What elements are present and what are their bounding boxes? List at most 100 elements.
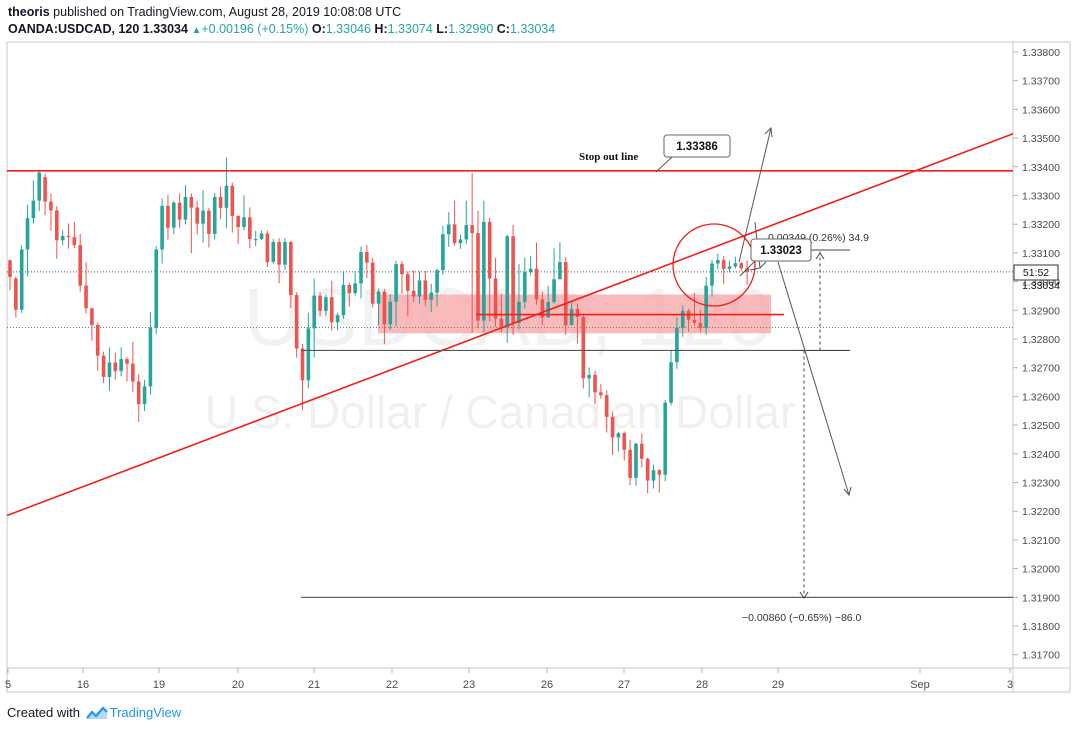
candle-body [230,185,235,216]
candle-body [72,237,77,246]
open-value: 1.33046 [325,22,371,36]
candle-body [60,235,65,241]
candle-body [628,449,632,478]
drawings: 0.00349 (0.26%) 34.9−0.00860 (−0.65%) −8… [6,126,1014,624]
candle-body [710,263,714,286]
price-tick-label: 1.32700 [1022,363,1060,375]
price-tick-label: 1.32500 [1022,420,1060,432]
candle-body [242,217,246,228]
projection-down-arrow [777,261,850,496]
time-tick-label: 19 [153,679,165,691]
footer: Created with TradingView [7,705,181,720]
candle-body [172,202,176,228]
candle-body [236,215,240,228]
candle-body [534,268,539,300]
candle-body [370,262,375,304]
candle-body [470,225,474,234]
chart-header: theoris published on TradingView.com, Au… [8,4,1068,40]
candle-body [604,395,609,417]
candle-body [312,295,316,329]
candle-body [476,233,480,321]
candle-body [739,263,744,269]
last-price: 1.33034 [142,22,188,36]
candle-body [593,374,597,393]
candle-body [417,280,422,297]
candle-body [663,402,667,475]
candle-body [464,225,469,240]
author-name[interactable]: theoris [8,5,50,19]
candle-body [458,239,463,244]
candle-body [218,196,223,208]
candle-body [14,278,18,310]
candle-body [283,241,287,265]
candlestick-series [8,157,749,494]
candle-body [382,291,387,325]
price-axis[interactable]: 1.33800 1.33700 1.33600 1.33500 1.33400 1.333… [1013,47,1060,662]
candle-body [154,249,159,328]
candle-body [675,327,679,363]
candle-body [435,270,439,293]
rising-trendline [6,133,1014,517]
price-tick-label: 1.31700 [1022,650,1060,662]
stop-callout-box [663,134,731,158]
time-tick-label: 29 [772,679,784,691]
candle-body [131,363,135,382]
candle-body [523,272,527,302]
tradingview-link[interactable]: TradingView [109,705,182,720]
price-tick-label: 1.33600 [1022,104,1060,116]
measure-up-arrowhead [815,252,825,260]
candle-body [294,295,299,349]
price-tick-label: 1.32400 [1022,449,1060,461]
time-tick-label: 28 [696,679,708,691]
candle-body [528,268,533,273]
candle-body [248,217,252,240]
time-axis[interactable]: 5 16 19 20 21 22 23 26 27 28 29 Sep 3 [5,668,1013,691]
candle-body [616,433,621,438]
candle-body [119,359,123,372]
candle-body [195,207,199,224]
candle-body [66,235,71,238]
candle-body [107,362,112,377]
measure-down-label: −0.00860 (−0.65%) −86.0 [742,612,862,624]
candle-body [95,324,100,356]
price-tick-label: 1.32800 [1022,334,1060,346]
price-tick-label: 1.33500 [1022,133,1060,145]
watermark-description: U.S. Dollar / Canadian Dollar [205,386,796,438]
candle-body [622,433,627,450]
candle-body [148,327,153,387]
time-tick-label: Sep [910,679,930,691]
candle-body [306,328,311,381]
candle-body [300,348,305,381]
symbol-label[interactable]: OANDA:USDCAD, 120 [8,22,140,36]
candle-body [212,196,217,234]
candle-body [376,291,381,304]
candle-body [406,274,410,291]
time-tick-label: 5 [5,679,11,691]
candle-body [113,362,118,372]
price-tick-label: 1.32600 [1022,391,1060,403]
price-change: +0.00196 (+0.15%) [201,22,309,36]
tradingview-logo-icon [85,706,108,719]
candle-body [721,260,726,269]
time-tick-label: 21 [308,679,320,691]
candle-body [353,283,357,294]
candle-body [359,252,363,284]
candle-body [90,308,94,325]
low-value: 1.32990 [448,22,494,36]
close-label: C: [496,22,510,36]
high-label: H: [374,22,388,36]
candle-body [581,316,586,379]
candle-body [499,318,504,327]
candle-body [599,392,603,396]
candle-body [657,470,662,475]
price-tick-label: 1.32200 [1022,506,1060,518]
candle-body [177,202,182,220]
publish-line: theoris published on TradingView.com, Au… [8,4,1068,21]
price-chart[interactable]: USDCAD, 120 U.S. Dollar / Canadian Dolla… [0,0,1078,700]
time-tick-label: 26 [541,679,553,691]
candle-body [142,386,147,405]
candle-body [610,416,615,438]
close-value: 1.33034 [509,22,556,36]
chart-frame [6,41,1071,693]
candle-body [727,266,732,269]
